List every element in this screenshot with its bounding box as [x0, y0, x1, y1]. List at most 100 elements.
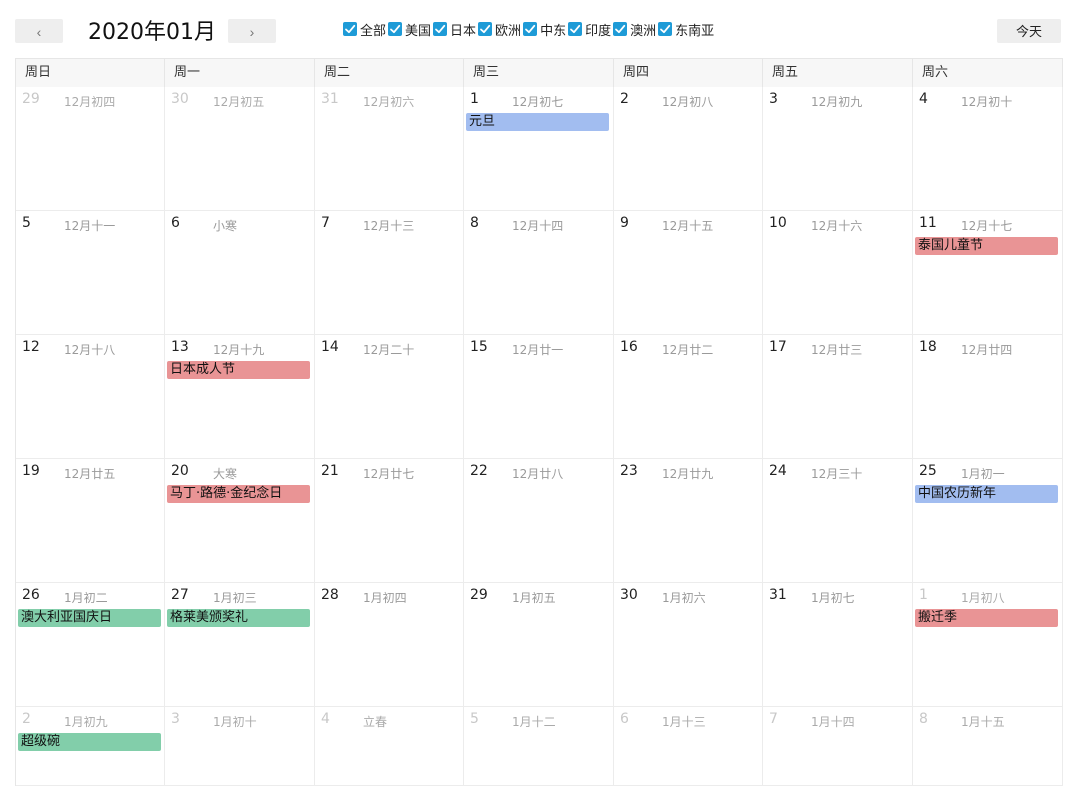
event-chip[interactable]: 泰国儿童节 [915, 237, 1058, 255]
checkbox-checked-icon[interactable] [613, 22, 628, 36]
checkbox-checked-icon[interactable] [523, 22, 538, 36]
day-cell[interactable]: 25 1月初一中国农历新年 [913, 459, 1063, 583]
day-cell[interactable]: 22 12月廿八 [464, 459, 614, 583]
day-cell[interactable]: 8 12月十四 [464, 211, 614, 335]
event-chip[interactable]: 搬迁季 [915, 609, 1058, 627]
lunar-date: 12月十三 [363, 219, 415, 233]
day-cell[interactable]: 3 12月初九 [763, 87, 913, 211]
filter-checkbox[interactable]: 欧洲 [478, 20, 521, 39]
day-number: 25 [919, 463, 937, 479]
lunar-date: 12月初六 [363, 95, 415, 109]
day-number: 28 [321, 587, 339, 603]
day-cell[interactable]: 4 12月初十 [913, 87, 1063, 211]
filter-label: 日本 [450, 23, 477, 39]
day-cell[interactable]: 3 1月初十 [165, 707, 315, 786]
day-number: 23 [620, 463, 638, 479]
checkbox-checked-icon[interactable] [478, 22, 493, 36]
day-cell[interactable]: 11 12月十七 泰国儿童节 [913, 211, 1063, 335]
event-chip[interactable]: 元旦 [466, 113, 609, 131]
lunar-date: 12月初十 [961, 95, 1013, 109]
day-cell[interactable]: 5 1月十二 [464, 707, 614, 786]
lunar-date: 12月廿九 [662, 467, 714, 481]
day-number: 22 [470, 463, 488, 479]
day-number: 24 [769, 463, 787, 479]
day-cell[interactable]: 4 立春 [315, 707, 464, 786]
day-cell[interactable]: 31 12月初六 [315, 87, 464, 211]
day-cell[interactable]: 26 1月初二 澳大利亚国庆日 [16, 583, 165, 707]
day-cell[interactable]: 20 大寒 马丁·路德·金纪念日 [165, 459, 315, 583]
day-cell[interactable]: 14 12月二十 [315, 335, 464, 459]
day-cell[interactable]: 1 12月初七 元旦 [464, 87, 614, 211]
day-cell[interactable]: 9 12月十五 [614, 211, 763, 335]
lunar-date: 12月二十 [363, 343, 415, 357]
checkbox-checked-icon[interactable] [343, 22, 357, 36]
day-number: 10 [769, 215, 787, 231]
lunar-date: 12月廿七 [363, 467, 415, 481]
event-chip[interactable]: 中国农历新年 [915, 485, 1058, 503]
event-chip[interactable]: 格莱美颁奖礼 [167, 609, 310, 627]
day-cell[interactable]: 5 12月十一 [16, 211, 165, 335]
day-cell[interactable]: 28 1月初四 [315, 583, 464, 707]
day-cell[interactable]: 19 12月廿五 [16, 459, 165, 583]
event-chip[interactable]: 马丁·路德·金纪念日 [167, 485, 310, 503]
lunar-date: 12月初四 [64, 95, 116, 109]
filter-checkbox[interactable]: 日本 [433, 20, 476, 39]
day-cell[interactable]: 7 12月十三 [315, 211, 464, 335]
checkbox-checked-icon[interactable] [433, 22, 448, 36]
lunar-date: 立春 [363, 715, 388, 729]
day-cell[interactable]: 31 1月初七 [763, 583, 913, 707]
prev-month-button[interactable]: ‹ [15, 19, 63, 43]
lunar-date: 12月十四 [512, 219, 564, 233]
checkbox-checked-icon[interactable] [658, 22, 673, 36]
lunar-date: 1月初一 [961, 467, 1005, 481]
lunar-date: 12月十八 [64, 343, 116, 357]
day-cell[interactable]: 7 1月十四 [763, 707, 913, 786]
day-cell[interactable]: 21 12月廿七 [315, 459, 464, 583]
filter-checkbox[interactable]: 印度 [568, 20, 611, 39]
day-cell[interactable]: 24 12月三十 [763, 459, 913, 583]
day-cell[interactable]: 6 1月十三 [614, 707, 763, 786]
day-cell[interactable]: 2 1月初九 超级碗 [16, 707, 165, 786]
filter-checkbox[interactable]: 美国 [388, 20, 431, 39]
day-cell[interactable]: 17 12月廿三 [763, 335, 913, 459]
lunar-date: 12月三十 [811, 467, 863, 481]
day-number: 11 [919, 215, 937, 231]
day-cell[interactable]: 2 12月初八 [614, 87, 763, 211]
checkbox-checked-icon[interactable] [388, 22, 403, 36]
filter-checkbox[interactable]: 中东 [523, 20, 566, 39]
lunar-date: 1月初十 [213, 715, 257, 729]
day-number: 30 [620, 587, 638, 603]
checkbox-checked-icon[interactable] [568, 22, 583, 36]
day-cell[interactable]: 29 1月初五 [464, 583, 614, 707]
day-number: 19 [22, 463, 40, 479]
lunar-date: 1月初五 [512, 591, 556, 605]
filter-checkbox[interactable]: 东南亚 [658, 20, 714, 39]
day-cell[interactable]: 10 12月十六 [763, 211, 913, 335]
event-chip[interactable]: 日本成人节 [167, 361, 310, 379]
day-cell[interactable]: 29 12月初四 [16, 87, 165, 211]
day-cell[interactable]: 15 12月廿一 [464, 335, 614, 459]
day-cell[interactable]: 13 12月十九 日本成人节 [165, 335, 315, 459]
filter-checkbox[interactable]: 澳洲 [613, 20, 656, 39]
next-month-button[interactable]: › [228, 19, 276, 43]
filter-checkbox[interactable]: 全部 [343, 20, 386, 39]
event-chip[interactable]: 澳大利亚国庆日 [18, 609, 161, 627]
weekday-header: 周二 [315, 59, 464, 87]
day-cell[interactable]: 27 1月初三 格莱美颁奖礼 [165, 583, 315, 707]
day-cell[interactable]: 6 小寒 [165, 211, 315, 335]
day-cell[interactable]: 8 1月十五 [913, 707, 1063, 786]
day-cell[interactable]: 18 12月廿四 [913, 335, 1063, 459]
event-chip[interactable]: 超级碗 [18, 733, 161, 751]
day-cell[interactable]: 16 12月廿二 [614, 335, 763, 459]
day-number: 31 [321, 91, 339, 107]
day-cell[interactable]: 12 12月十八 [16, 335, 165, 459]
day-cell[interactable]: 30 12月初五 [165, 87, 315, 211]
day-cell[interactable]: 30 1月初六 [614, 583, 763, 707]
day-cell[interactable]: 23 12月廿九 [614, 459, 763, 583]
today-button[interactable]: 今天 [997, 19, 1061, 43]
month-title: 2020年01月 [88, 20, 216, 45]
day-number: 6 [620, 711, 629, 727]
day-cell[interactable]: 1 1月初八 搬迁季 [913, 583, 1063, 707]
lunar-date: 1月初四 [363, 591, 407, 605]
month-calendar-grid: 周日 周一 周二 周三 周四 周五 周六 29 12月初四 30 12月初五 31 12月初六 1 12月… [15, 58, 1063, 786]
